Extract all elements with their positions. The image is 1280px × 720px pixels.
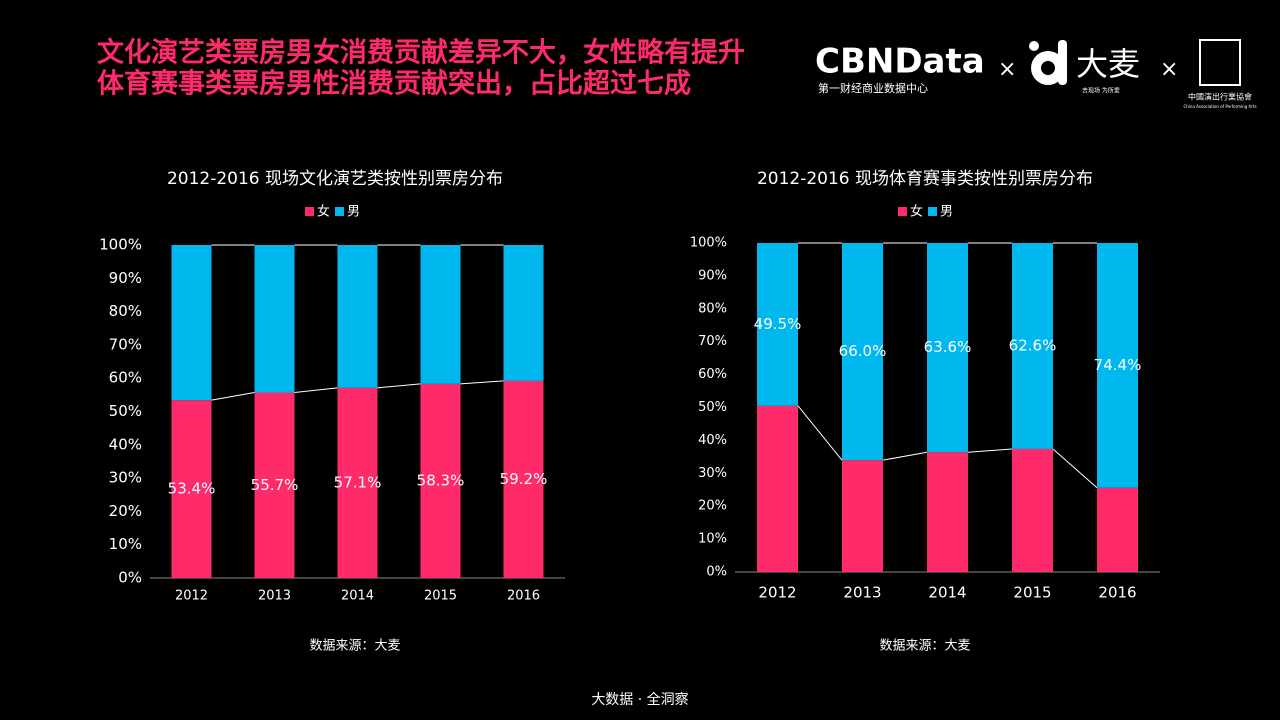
logo-cbn: CBNData (815, 42, 985, 82)
bar-segment (757, 243, 798, 406)
bar-segment (842, 460, 883, 572)
logo-damai-sub: 去现场 为所爱 (1082, 87, 1120, 95)
bar-segment (503, 245, 544, 381)
x-tick-label: 2016 (1098, 584, 1136, 602)
value-label: 63.6% (924, 338, 972, 356)
value-label: 74.4% (1094, 356, 1142, 374)
value-label: 59.2% (500, 470, 548, 488)
bar-segment (337, 245, 378, 388)
y-tick-label: 70% (109, 335, 142, 353)
legend-label: 男 (940, 205, 953, 220)
connector-line (294, 387, 338, 394)
x-tick-label: 2016 (507, 589, 540, 604)
bar-segment (842, 243, 883, 461)
y-tick-label: 90% (109, 269, 142, 287)
headline: 体育赛事类票房男性消费贡献突出，占比超过七成 (97, 68, 691, 100)
source-note: 数据来源：大麦 (309, 639, 400, 654)
bar-segment (757, 405, 798, 572)
value-label: 53.4% (168, 480, 216, 498)
bar-segment (1097, 243, 1138, 488)
y-tick-label: 60% (698, 367, 727, 382)
x-tick-label: 2012 (175, 589, 208, 604)
value-label: 57.1% (334, 473, 382, 491)
connector-line (211, 392, 255, 401)
x-tick-label: 2015 (424, 589, 457, 604)
legend-swatch (335, 207, 344, 216)
legend-swatch (898, 207, 907, 216)
value-label: 62.6% (1009, 336, 1057, 354)
capa-seal (1199, 39, 1241, 86)
damai-icon (1029, 40, 1067, 85)
legend-swatch (928, 207, 937, 216)
bar-segment (171, 400, 212, 578)
bar-segment (1097, 487, 1138, 572)
x-tick-label: 2013 (258, 589, 291, 604)
y-tick-label: 20% (109, 502, 142, 520)
connector-line (460, 380, 504, 385)
connector-line (882, 451, 928, 461)
bar-segment (254, 245, 295, 393)
bar-segment (927, 452, 968, 572)
logo-cbn-sub: 第一财经商业数据中心 (818, 81, 928, 95)
headline: 文化演艺类票房男女消费贡献差异不大，女性略有提升 (97, 37, 745, 69)
chart-title: 2012-2016 现场体育赛事类按性别票房分布 (757, 168, 1093, 189)
bar-segment (171, 245, 212, 401)
y-tick-label: 10% (109, 535, 142, 553)
y-tick-label: 0% (706, 565, 727, 580)
bar-segment (420, 383, 461, 578)
value-label: 49.5% (754, 315, 802, 333)
y-tick-label: 80% (698, 301, 727, 316)
value-label: 58.3% (417, 471, 465, 489)
x-tick-label: 2014 (341, 589, 374, 604)
y-tick-label: 40% (698, 433, 727, 448)
bar-segment (1012, 243, 1053, 449)
legend-label: 女 (910, 204, 923, 220)
legend-label: 男 (347, 205, 360, 220)
y-tick-label: 50% (109, 402, 142, 420)
x-tick-label: 2014 (928, 584, 966, 602)
connector-line (1052, 448, 1098, 489)
connector-line (967, 448, 1013, 453)
y-tick-label: 30% (698, 466, 727, 481)
bar-segment (1012, 448, 1053, 572)
x-tick-label: 2012 (758, 584, 796, 602)
y-tick-label: 20% (698, 499, 727, 514)
y-tick-label: 30% (109, 469, 142, 487)
x-tick-label: 2015 (1013, 584, 1051, 602)
source-note: 数据来源：大麦 (879, 639, 970, 654)
logo-capa-sub: China Association of Performing Arts (1183, 104, 1256, 109)
logo-damai: 大麦 (1076, 45, 1140, 83)
bar-segment (337, 387, 378, 578)
y-tick-label: 40% (109, 435, 142, 453)
y-tick-label: 50% (698, 400, 727, 415)
separator: × (1160, 57, 1178, 82)
value-label: 66.0% (839, 342, 887, 360)
y-tick-label: 80% (109, 302, 142, 320)
y-tick-label: 90% (698, 268, 727, 283)
value-label: 55.7% (251, 476, 299, 494)
bar-segment (927, 243, 968, 453)
footer: 大数据 · 全洞察 (591, 691, 688, 708)
y-tick-label: 60% (109, 369, 142, 387)
connector-line (377, 383, 421, 389)
y-tick-label: 100% (690, 236, 727, 251)
legend-swatch (305, 207, 314, 216)
y-tick-label: 70% (698, 334, 727, 349)
x-tick-label: 2013 (843, 584, 881, 602)
separator: × (998, 57, 1016, 82)
chart-title: 2012-2016 现场文化演艺类按性别票房分布 (167, 169, 503, 189)
bar-segment (254, 392, 295, 578)
y-tick-label: 10% (698, 532, 727, 547)
logo-capa: 中國演出行業協會 (1188, 92, 1252, 102)
bar-segment (420, 245, 461, 384)
legend-label: 女 (317, 204, 330, 220)
bar-segment (503, 380, 544, 578)
connector-line (797, 405, 843, 461)
y-tick-label: 100% (99, 236, 142, 254)
y-tick-label: 0% (118, 569, 142, 587)
